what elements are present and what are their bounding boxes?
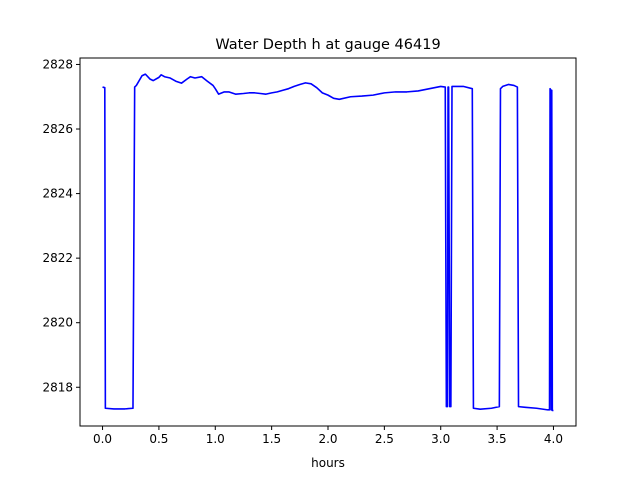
plot-area: 0.0 0.5 1.0 1.5 2.0 2.5 3.0 3.5 4.0 2818 2820 2822 2… (42, 57, 577, 446)
x-tick-label: 3.5 (488, 432, 507, 446)
plot-frame (79, 57, 577, 427)
x-tick-label: 1.0 (206, 432, 225, 446)
chart-title: Water Depth h at gauge 46419 (215, 37, 440, 53)
y-tick-label: 2824 (42, 187, 73, 201)
x-tick-label: 2.5 (375, 432, 394, 446)
x-tick-label: 4.0 (544, 432, 563, 446)
y-tick-label: 2828 (42, 57, 73, 71)
y-tick-label: 2820 (42, 316, 73, 330)
x-axis-label: hours (311, 456, 345, 470)
series-line-0 (102, 73, 554, 412)
x-tick-label: 1.5 (262, 432, 281, 446)
x-tick-label: 0.0 (93, 432, 112, 446)
x-tick-label: 3.0 (431, 432, 450, 446)
y-tick-label: 2818 (42, 380, 73, 394)
x-tick-label: 0.5 (149, 432, 168, 446)
x-tick-label: 2.0 (318, 432, 337, 446)
y-tick-label: 2826 (42, 122, 73, 136)
y-tick-label: 2822 (42, 251, 73, 265)
